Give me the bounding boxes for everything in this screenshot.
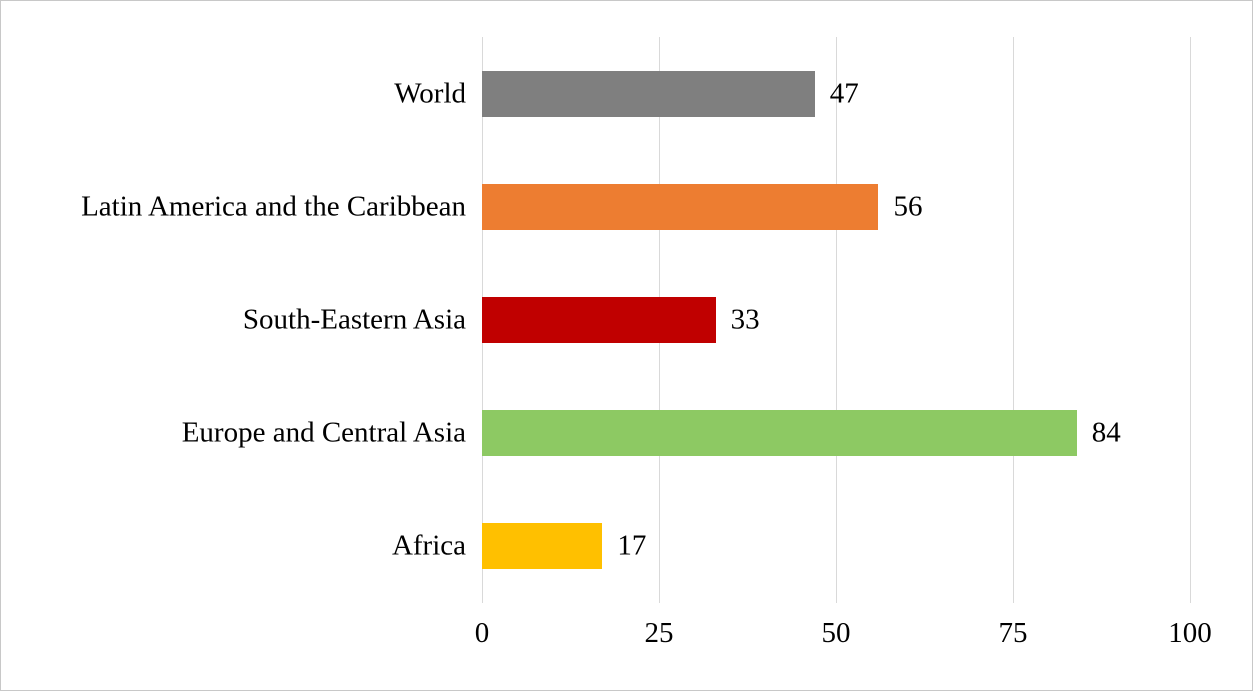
- x-tick-label: 100: [1168, 617, 1212, 649]
- x-tick-label: 75: [998, 617, 1028, 649]
- category-label: Africa: [391, 529, 466, 562]
- category-label: Europe and Central Asia: [181, 416, 466, 449]
- bar-africa: [482, 523, 603, 570]
- data-label: 84: [1091, 416, 1121, 449]
- gridline-75: [1013, 37, 1014, 603]
- x-tick-label: 0: [474, 617, 490, 649]
- category-axis-labels: World Latin America and the Caribbean Sout…: [1, 37, 466, 603]
- data-label: 33: [730, 303, 760, 336]
- x-tick-label: 25: [644, 617, 674, 649]
- gridline-100: [1190, 37, 1191, 603]
- bar-world: [482, 70, 815, 117]
- data-label: 47: [829, 77, 859, 110]
- data-label: 56: [893, 190, 923, 223]
- bar-south-eastern-asia: [482, 297, 716, 343]
- category-label: Latin America and the Caribbean: [81, 190, 466, 223]
- bar-latin-america-and-the-caribbean: [482, 183, 879, 230]
- bar-europe-and-central-asia: [482, 410, 1077, 457]
- x-tick-label: 50: [821, 617, 851, 649]
- plot-area: 47 56 33 84 17: [482, 37, 1191, 603]
- category-label: South-Eastern Asia: [242, 303, 466, 336]
- category-label: World: [394, 77, 466, 110]
- data-label: 17: [617, 529, 647, 562]
- x-axis-tick-labels: 0 25 50 75 100: [475, 617, 1212, 663]
- gridline-50: [836, 37, 837, 603]
